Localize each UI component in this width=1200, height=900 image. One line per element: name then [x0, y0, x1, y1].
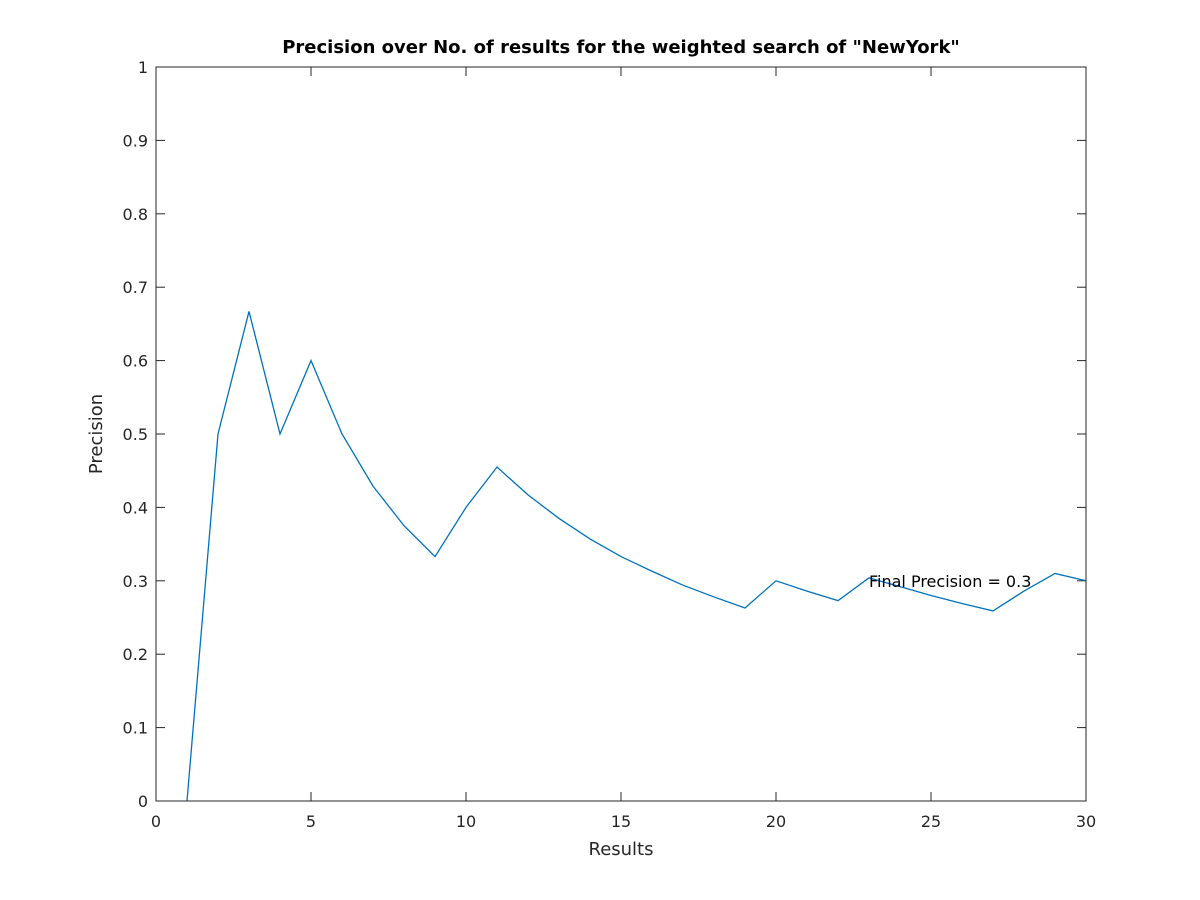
series-layer [186, 311, 1087, 802]
y-tick-label: 0.4 [123, 498, 148, 517]
series-line [186, 311, 1087, 802]
x-tick-label: 0 [151, 812, 161, 831]
y-tick-label: 0.8 [123, 205, 148, 224]
x-tick-label: 30 [1076, 812, 1096, 831]
y-tick-label: 0.7 [123, 278, 148, 297]
y-tick-label: 0.2 [123, 645, 148, 664]
final-precision-annotation: Final Precision = 0.3 [869, 572, 1031, 591]
y-tick-label: 0.6 [123, 352, 148, 371]
x-tick-label: 5 [306, 812, 316, 831]
y-axis-label: Precision [86, 394, 107, 474]
y-tick-label: 0.9 [123, 131, 148, 150]
labels-layer: 0 5 10 15 20 25 30 0 0.1 0.2 0.3 0.4 0.5 0.6 0.7 0.8 0.9… [123, 58, 1097, 831]
x-tick-label: 25 [921, 812, 941, 831]
y-tick-label: 1 [138, 58, 148, 77]
plot-area [156, 67, 1086, 801]
y-tick-label: 0.3 [123, 572, 148, 591]
y-tick-label: 0.5 [123, 425, 148, 444]
x-tick-label: 15 [611, 812, 631, 831]
plot-frame [155, 66, 1087, 802]
x-tick-label: 20 [766, 812, 786, 831]
y-tick-label: 0.1 [123, 719, 148, 738]
annotation-layer: Final Precision = 0.3 [869, 572, 1031, 591]
x-axis-label: Results [589, 839, 654, 860]
chart-title: Precision over No. of results for the we… [282, 37, 960, 58]
y-tick-label: 0 [138, 792, 148, 811]
x-tick-label: 10 [456, 812, 476, 831]
